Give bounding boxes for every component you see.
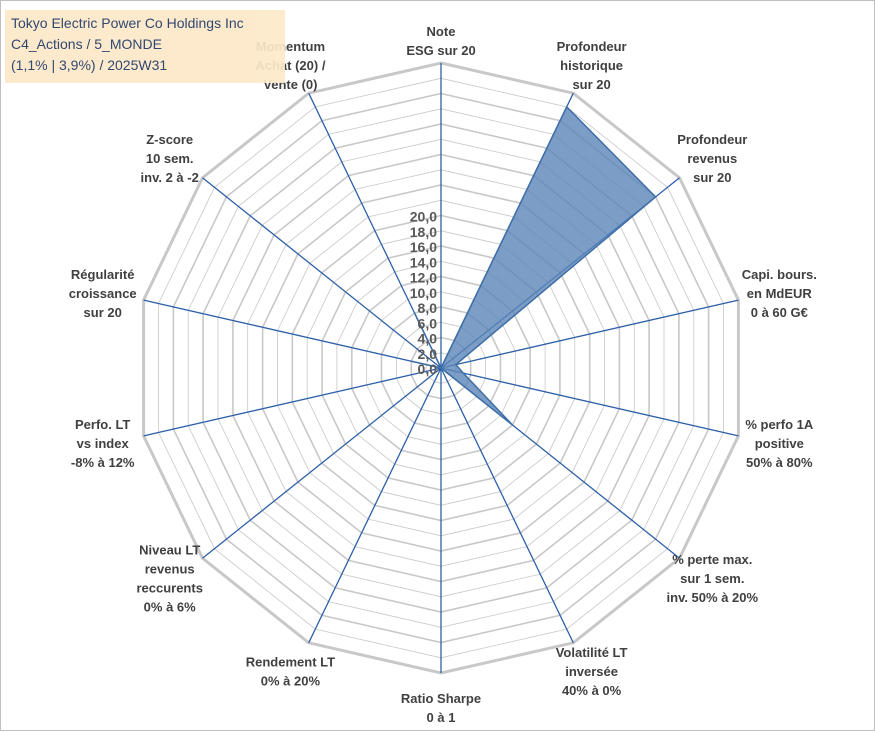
tick-label: 2,0 [418, 346, 438, 362]
radial-tick-labels: 0,02,04,06,08,010,012,014,016,018,020,0 [410, 209, 437, 378]
tick-label: 12,0 [410, 270, 437, 286]
axis-spoke [203, 178, 442, 368]
tick-label: 18,0 [410, 224, 437, 240]
chart-title-box: Tokyo Electric Power Co Holdings Inc C4_… [5, 10, 285, 83]
tick-label: 4,0 [418, 331, 438, 347]
tick-label: 10,0 [410, 285, 437, 301]
axis-spoke [203, 368, 442, 558]
tick-label: 6,0 [418, 315, 438, 331]
tick-label: 14,0 [410, 254, 437, 270]
title-line-company: Tokyo Electric Power Co Holdings Inc [5, 10, 285, 34]
title-line-period: (1,1% | 3,9%) / 2025W31 [5, 55, 285, 76]
tick-label: 8,0 [418, 300, 438, 316]
tick-label: 20,0 [410, 209, 437, 225]
tick-label: 16,0 [410, 239, 437, 255]
title-line-category: C4_Actions / 5_MONDE [5, 34, 285, 55]
axis-label: % perte max.sur 1 sem.inv. 50% à 20% [667, 552, 759, 605]
tick-label: 0,0 [418, 361, 438, 377]
